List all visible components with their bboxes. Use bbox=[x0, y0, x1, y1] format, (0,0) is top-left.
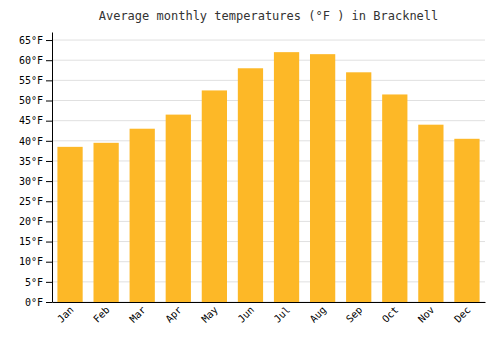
y-tick-mark bbox=[46, 141, 52, 142]
y-tick: 5°F bbox=[25, 277, 52, 288]
y-tick: 10°F bbox=[19, 256, 52, 267]
bar bbox=[166, 115, 191, 302]
y-tick: 55°F bbox=[19, 75, 52, 86]
y-tick-label: 40°F bbox=[19, 136, 43, 147]
x-tick-label: Nov bbox=[416, 304, 437, 325]
grid-line bbox=[52, 60, 485, 61]
x-tick: Oct bbox=[380, 304, 401, 325]
x-tick-label: Apr bbox=[163, 304, 184, 325]
y-tick-label: 35°F bbox=[19, 156, 43, 167]
y-tick-mark bbox=[46, 80, 52, 81]
bar bbox=[346, 72, 371, 302]
bar bbox=[310, 54, 335, 302]
y-tick-mark bbox=[46, 242, 52, 243]
x-tick-label: Aug bbox=[308, 304, 329, 325]
y-tick-mark bbox=[46, 201, 52, 202]
x-tick: Jun bbox=[236, 304, 257, 325]
x-tick: Sep bbox=[344, 304, 365, 325]
x-tick: Jan bbox=[55, 304, 76, 325]
y-tick-mark bbox=[46, 221, 52, 222]
y-tick-mark bbox=[46, 302, 52, 303]
x-tick-label: Jun bbox=[236, 304, 257, 325]
bar bbox=[202, 90, 227, 302]
bar bbox=[382, 94, 407, 302]
y-tick: 20°F bbox=[19, 216, 52, 227]
x-tick: Apr bbox=[163, 304, 184, 325]
y-tick: 15°F bbox=[19, 236, 52, 247]
x-tick: May bbox=[199, 304, 220, 325]
y-tick: 65°F bbox=[19, 35, 52, 46]
y-tick: 0°F bbox=[25, 297, 52, 308]
y-axis-line bbox=[52, 33, 53, 303]
y-tick: 40°F bbox=[19, 136, 52, 147]
y-tick: 45°F bbox=[19, 115, 52, 126]
y-tick-label: 0°F bbox=[25, 297, 43, 308]
x-tick-label: Dec bbox=[452, 304, 473, 325]
x-tick: Aug bbox=[308, 304, 329, 325]
x-axis-line bbox=[53, 302, 486, 303]
x-tick: Mar bbox=[127, 304, 148, 325]
plot: 0°F 5°F 10°F 15°F 20°F 25°F 30°F 35°F 40°F 45°F 50… bbox=[19, 33, 486, 325]
x-tick-label: Mar bbox=[127, 304, 148, 325]
y-tick-label: 10°F bbox=[19, 256, 43, 267]
bar bbox=[93, 143, 118, 302]
y-tick-mark bbox=[46, 121, 52, 122]
x-tick: Dec bbox=[452, 304, 473, 325]
y-tick: 50°F bbox=[19, 95, 52, 106]
grid-line bbox=[52, 100, 485, 101]
y-tick-mark bbox=[46, 60, 52, 61]
x-axis: Jan Feb Mar Apr May Jun Jul Aug Sep Oct Nov Dec bbox=[53, 303, 486, 325]
grid-line bbox=[52, 80, 485, 81]
y-tick-label: 30°F bbox=[19, 176, 43, 187]
bar bbox=[57, 147, 82, 302]
grid bbox=[52, 40, 485, 302]
chart-container: 0°F 5°F 10°F 15°F 20°F 25°F 30°F 35°F 40°F 45°F 50… bbox=[0, 0, 500, 350]
x-tick-label: Jul bbox=[272, 304, 293, 325]
x-tick-label: Feb bbox=[91, 304, 112, 325]
y-tick-label: 65°F bbox=[19, 35, 43, 46]
y-tick: 30°F bbox=[19, 176, 52, 187]
y-axis: 0°F 5°F 10°F 15°F 20°F 25°F 30°F 35°F 40°F 45°F 50… bbox=[19, 33, 53, 308]
x-tick-label: Oct bbox=[380, 304, 401, 325]
x-tick: Jul bbox=[272, 304, 293, 325]
y-tick: 60°F bbox=[19, 55, 52, 66]
x-tick: Nov bbox=[416, 304, 437, 325]
y-tick-mark bbox=[46, 181, 52, 182]
bar bbox=[418, 125, 443, 302]
bar bbox=[130, 129, 155, 302]
y-tick-label: 20°F bbox=[19, 216, 43, 227]
title: Average monthly temperatures (°F ) in Br… bbox=[99, 9, 439, 23]
grid-line bbox=[52, 120, 485, 121]
y-tick-label: 25°F bbox=[19, 196, 43, 207]
y-tick-label: 60°F bbox=[19, 55, 43, 66]
x-tick-label: Jan bbox=[55, 304, 76, 325]
bar bbox=[454, 139, 479, 302]
y-tick-label: 45°F bbox=[19, 115, 43, 126]
y-tick-mark bbox=[46, 101, 52, 102]
y-tick-label: 5°F bbox=[25, 277, 43, 288]
x-tick-label: May bbox=[199, 304, 220, 325]
bar bbox=[274, 52, 299, 302]
y-tick: 35°F bbox=[19, 156, 52, 167]
y-tick-label: 50°F bbox=[19, 95, 43, 106]
y-tick-label: 55°F bbox=[19, 75, 43, 86]
y-tick-mark bbox=[46, 161, 52, 162]
y-tick-mark bbox=[46, 262, 52, 263]
y-tick-label: 15°F bbox=[19, 236, 43, 247]
x-tick: Feb bbox=[91, 304, 112, 325]
grid-line bbox=[52, 40, 485, 41]
chart-svg: 0°F 5°F 10°F 15°F 20°F 25°F 30°F 35°F 40°F 45°F 50… bbox=[0, 0, 500, 350]
y-tick-mark bbox=[46, 40, 52, 41]
y-tick-mark bbox=[46, 282, 52, 283]
bars bbox=[57, 52, 479, 302]
y-tick: 25°F bbox=[19, 196, 52, 207]
x-tick-label: Sep bbox=[344, 304, 365, 325]
bar bbox=[238, 68, 263, 302]
